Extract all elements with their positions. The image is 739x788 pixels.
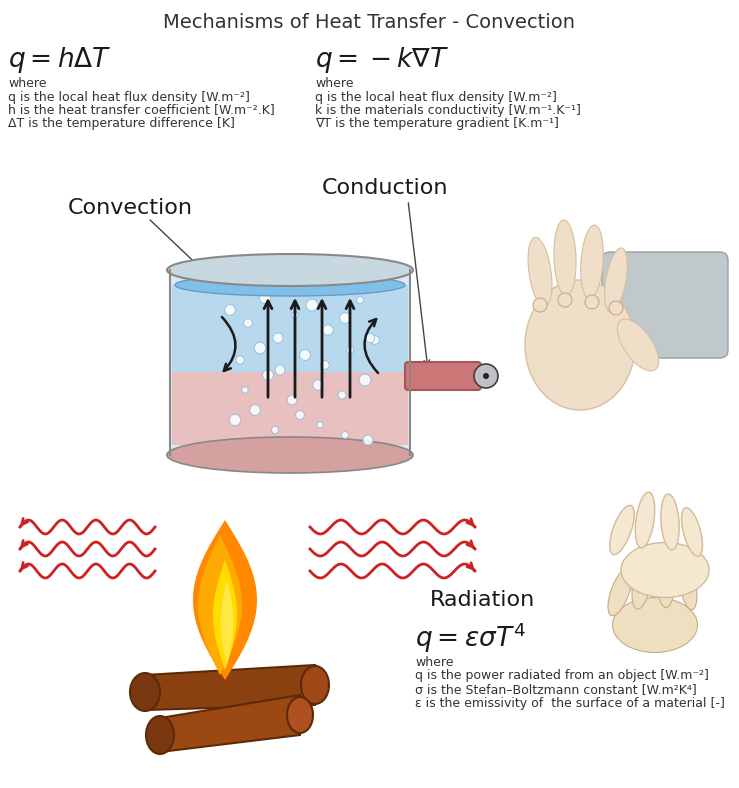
Circle shape <box>359 374 371 386</box>
Circle shape <box>236 356 244 364</box>
Ellipse shape <box>610 505 634 555</box>
Circle shape <box>609 301 623 315</box>
Circle shape <box>254 342 266 354</box>
Ellipse shape <box>581 225 603 299</box>
Ellipse shape <box>301 666 329 704</box>
Circle shape <box>242 387 248 393</box>
Circle shape <box>271 426 279 433</box>
Bar <box>172 285 408 372</box>
Circle shape <box>483 373 489 379</box>
Circle shape <box>287 395 297 405</box>
Circle shape <box>357 296 364 303</box>
Ellipse shape <box>679 563 697 610</box>
Polygon shape <box>145 665 315 710</box>
Circle shape <box>341 432 349 438</box>
Bar <box>172 372 408 445</box>
Polygon shape <box>160 695 300 752</box>
Ellipse shape <box>525 280 635 410</box>
Text: $q = h\Delta T$: $q = h\Delta T$ <box>8 45 112 75</box>
Ellipse shape <box>681 507 703 556</box>
Circle shape <box>558 293 572 307</box>
Circle shape <box>347 346 354 354</box>
Text: q is the power radiated from an object [W.m⁻²]: q is the power radiated from an object [… <box>415 670 709 682</box>
Circle shape <box>323 325 333 335</box>
Circle shape <box>296 411 304 419</box>
Text: where: where <box>415 656 454 668</box>
Text: Conduction: Conduction <box>321 178 449 198</box>
Text: h is the heat transfer coefficient [W.m⁻².K]: h is the heat transfer coefficient [W.m⁻… <box>8 103 275 117</box>
Circle shape <box>474 364 498 388</box>
Text: q is the local heat flux density [W.m⁻²]: q is the local heat flux density [W.m⁻²] <box>315 91 557 103</box>
Ellipse shape <box>621 542 709 597</box>
Circle shape <box>273 333 283 343</box>
Circle shape <box>585 295 599 309</box>
Ellipse shape <box>146 716 174 754</box>
Circle shape <box>533 298 547 312</box>
Polygon shape <box>198 535 242 675</box>
Text: where: where <box>8 76 47 90</box>
Circle shape <box>306 299 318 311</box>
Circle shape <box>313 380 323 390</box>
Ellipse shape <box>554 220 576 296</box>
Ellipse shape <box>617 319 658 371</box>
Ellipse shape <box>130 673 160 711</box>
Circle shape <box>259 292 270 303</box>
Text: ΔT is the temperature difference [K]: ΔT is the temperature difference [K] <box>8 117 235 129</box>
Circle shape <box>299 350 310 360</box>
Text: Mechanisms of Heat Transfer - Convection: Mechanisms of Heat Transfer - Convection <box>163 13 575 32</box>
Ellipse shape <box>528 237 552 307</box>
Ellipse shape <box>613 597 698 652</box>
FancyBboxPatch shape <box>405 362 481 390</box>
Circle shape <box>321 361 330 370</box>
Text: $q =  \varepsilon\sigma T^4$: $q = \varepsilon\sigma T^4$ <box>415 621 526 656</box>
Ellipse shape <box>167 437 413 473</box>
Text: k is the materials conductivity [W.m⁻¹.K⁻¹]: k is the materials conductivity [W.m⁻¹.K… <box>315 103 581 117</box>
Circle shape <box>225 305 235 315</box>
Text: q is the local heat flux density [W.m⁻²]: q is the local heat flux density [W.m⁻²] <box>8 91 250 103</box>
Circle shape <box>250 405 260 415</box>
Bar <box>170 270 410 455</box>
Ellipse shape <box>632 555 652 609</box>
Circle shape <box>292 312 299 318</box>
Circle shape <box>229 414 241 426</box>
Ellipse shape <box>657 552 675 608</box>
FancyBboxPatch shape <box>602 252 728 358</box>
Text: σ is the Stefan–Boltzmann constant [W.m²K⁴]: σ is the Stefan–Boltzmann constant [W.m²… <box>415 683 697 697</box>
Polygon shape <box>193 520 257 680</box>
Circle shape <box>244 318 252 327</box>
Circle shape <box>262 370 273 381</box>
Text: ε is the emissivity of  the surface of a material [-]: ε is the emissivity of the surface of a … <box>415 697 725 711</box>
Text: where: where <box>315 76 353 90</box>
Circle shape <box>371 336 379 344</box>
Text: $q =  -k\nabla T$: $q = -k\nabla T$ <box>315 45 449 75</box>
Circle shape <box>363 435 373 445</box>
Circle shape <box>275 365 285 375</box>
Text: ∇T is the temperature gradient [K.m⁻¹]: ∇T is the temperature gradient [K.m⁻¹] <box>315 117 559 129</box>
Text: Convection: Convection <box>67 198 192 218</box>
Circle shape <box>338 391 346 399</box>
Ellipse shape <box>661 494 679 550</box>
Ellipse shape <box>636 492 655 548</box>
Text: Radiation: Radiation <box>430 590 535 610</box>
Polygon shape <box>221 580 234 665</box>
Ellipse shape <box>175 274 405 296</box>
Ellipse shape <box>608 568 632 615</box>
Circle shape <box>340 313 350 323</box>
Ellipse shape <box>287 697 313 733</box>
Ellipse shape <box>605 248 627 312</box>
Polygon shape <box>213 560 237 670</box>
Ellipse shape <box>167 439 413 471</box>
Circle shape <box>317 422 323 428</box>
Ellipse shape <box>167 254 413 286</box>
Circle shape <box>365 333 375 343</box>
